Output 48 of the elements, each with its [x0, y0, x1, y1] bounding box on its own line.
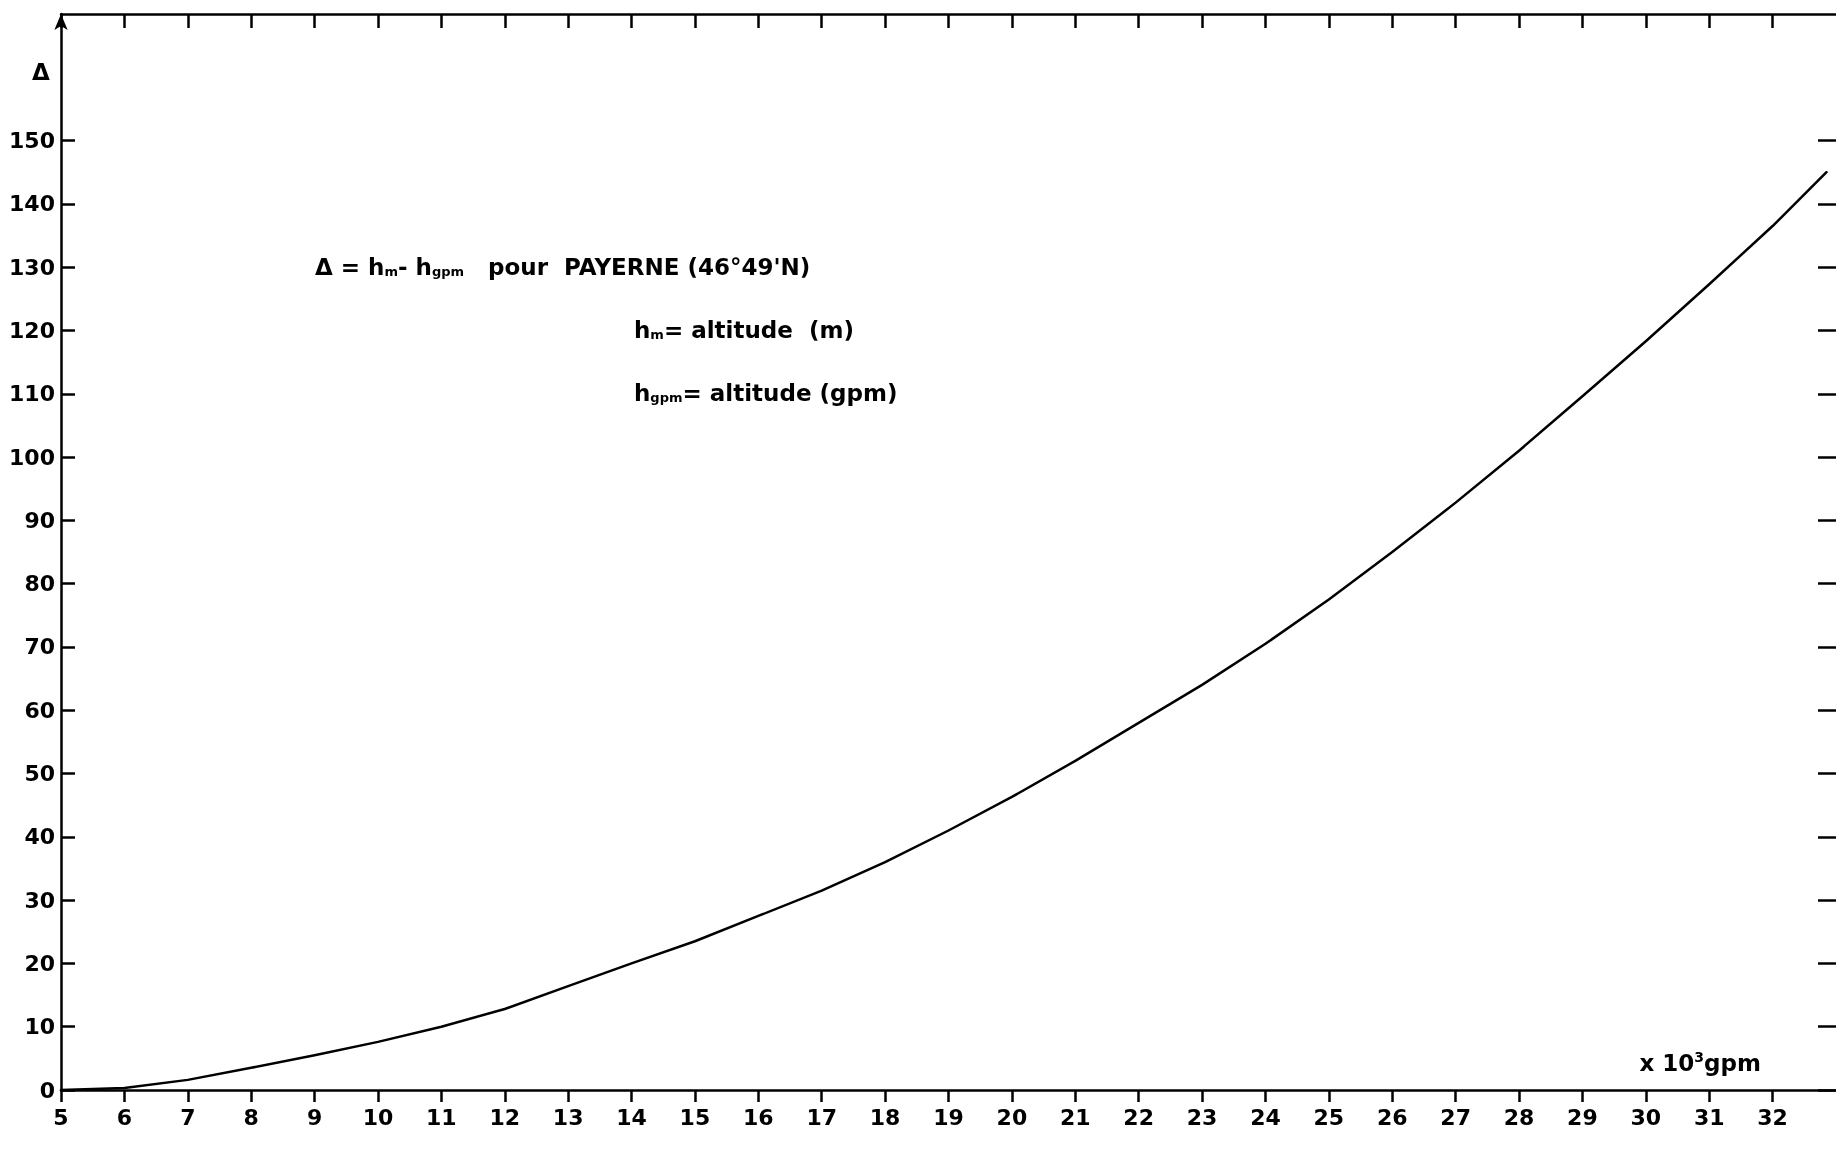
- x-tick-label: 21: [1059, 1104, 1091, 1130]
- x-tick-label: 20: [996, 1104, 1028, 1130]
- x-tick-label: 22: [1123, 1104, 1154, 1130]
- x-tick-label: 25: [1313, 1104, 1345, 1130]
- x-tick-label: 19: [933, 1104, 964, 1130]
- y-tick-label: 120: [9, 317, 55, 343]
- x-tick-label: 18: [869, 1104, 901, 1130]
- y-tick-label: 0: [39, 1077, 55, 1103]
- y-tick-label: 20: [24, 950, 55, 976]
- x-tick-label: 13: [552, 1104, 584, 1130]
- y-tick-label: 140: [9, 191, 55, 217]
- annotation: hm= altitude (m): [634, 316, 854, 343]
- x-tick-label: 8: [243, 1104, 259, 1130]
- y-tick-label: 80: [24, 571, 55, 597]
- y-tick-label: 30: [24, 887, 55, 913]
- x-tick-label: 11: [426, 1104, 457, 1130]
- x-tick-label: 28: [1503, 1104, 1535, 1130]
- x-tick-label: 24: [1250, 1104, 1281, 1130]
- y-tick-label: 40: [24, 824, 55, 850]
- x-tick-label: 15: [679, 1104, 711, 1130]
- y-tick-label: 130: [9, 254, 55, 280]
- text: Δ = hm- hgpm pour PAYERNE (46°49'N): [315, 253, 811, 280]
- y-tick-label: 70: [24, 634, 55, 660]
- x-tick-label: 26: [1376, 1104, 1408, 1130]
- x-tick-label: 29: [1567, 1104, 1598, 1130]
- x-tick-label: 9: [306, 1104, 323, 1130]
- x-tick-label: 23: [1186, 1104, 1218, 1130]
- y-tick-label: 150: [9, 128, 55, 154]
- x-tick-label: 10: [362, 1104, 394, 1130]
- x-tick-label: 30: [1630, 1104, 1662, 1130]
- x-tick-label: 5: [53, 1104, 69, 1130]
- x-tick-label: 12: [489, 1104, 521, 1130]
- x-tick-label: 31: [1693, 1104, 1725, 1130]
- y-tick-label: 100: [9, 444, 55, 470]
- y-axis-title: Δ: [32, 58, 50, 85]
- y-tick-label: 60: [24, 697, 55, 723]
- annotation: hgpm= altitude (gpm): [634, 379, 898, 406]
- y-tick-label: 10: [24, 1014, 55, 1040]
- y-tick-label: 90: [24, 507, 55, 533]
- x-tick-label: 14: [616, 1104, 647, 1130]
- x-tick-label: 27: [1440, 1104, 1471, 1130]
- x-tick-label: 32: [1757, 1104, 1788, 1130]
- x-tick-label: 6: [116, 1104, 133, 1130]
- y-tick-label: 50: [24, 761, 55, 787]
- y-tick-label: 110: [9, 381, 55, 407]
- x-tick-label: 7: [180, 1104, 196, 1130]
- x-tick-label: 16: [743, 1104, 774, 1130]
- x-tick-label: 17: [806, 1104, 838, 1130]
